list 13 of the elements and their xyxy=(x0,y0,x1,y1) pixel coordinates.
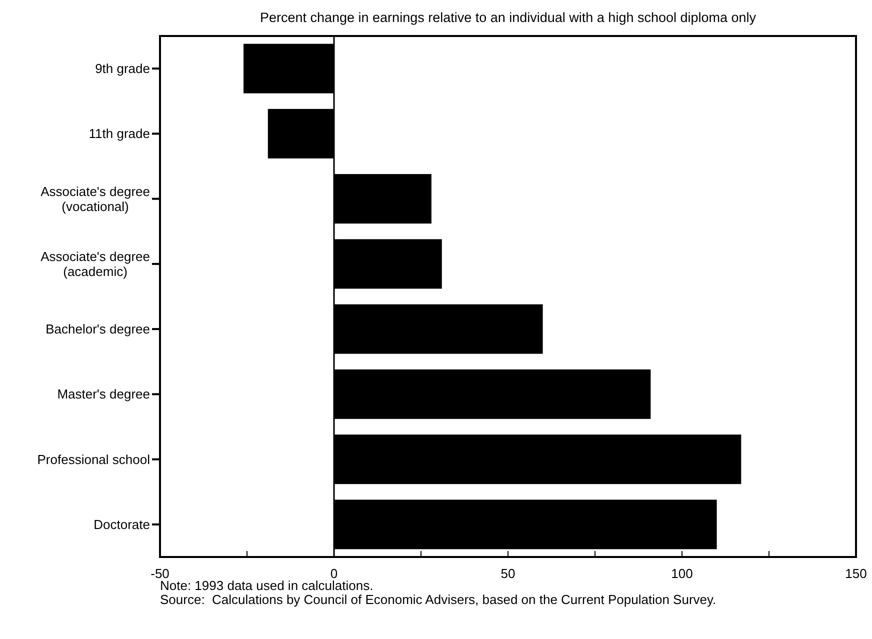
source-note: Source: Calculations by Council of Economic Advisers, based on the Current Population Survey. xyxy=(160,592,716,607)
y-tick-label: Bachelor's degree xyxy=(46,322,150,337)
y-tick-label: 9th grade xyxy=(95,61,150,76)
y-tick-label: Associate's degree (vocational) xyxy=(40,184,150,214)
chart-title: Percent change in earnings relative to an individual with a high school diploma only xyxy=(260,10,756,25)
y-tick-label: 11th grade xyxy=(88,126,150,142)
y-tick-label: Associate's degree (academic) xyxy=(40,248,150,279)
y-tick-label: Doctorate xyxy=(94,516,150,532)
y-tick-label: Master's degree xyxy=(57,386,150,402)
x-tick-label: 150 xyxy=(845,566,867,582)
y-tick-label: Professional school xyxy=(37,452,150,467)
x-tick-label: 100 xyxy=(671,566,693,582)
x-tick-label: 50 xyxy=(500,566,516,582)
